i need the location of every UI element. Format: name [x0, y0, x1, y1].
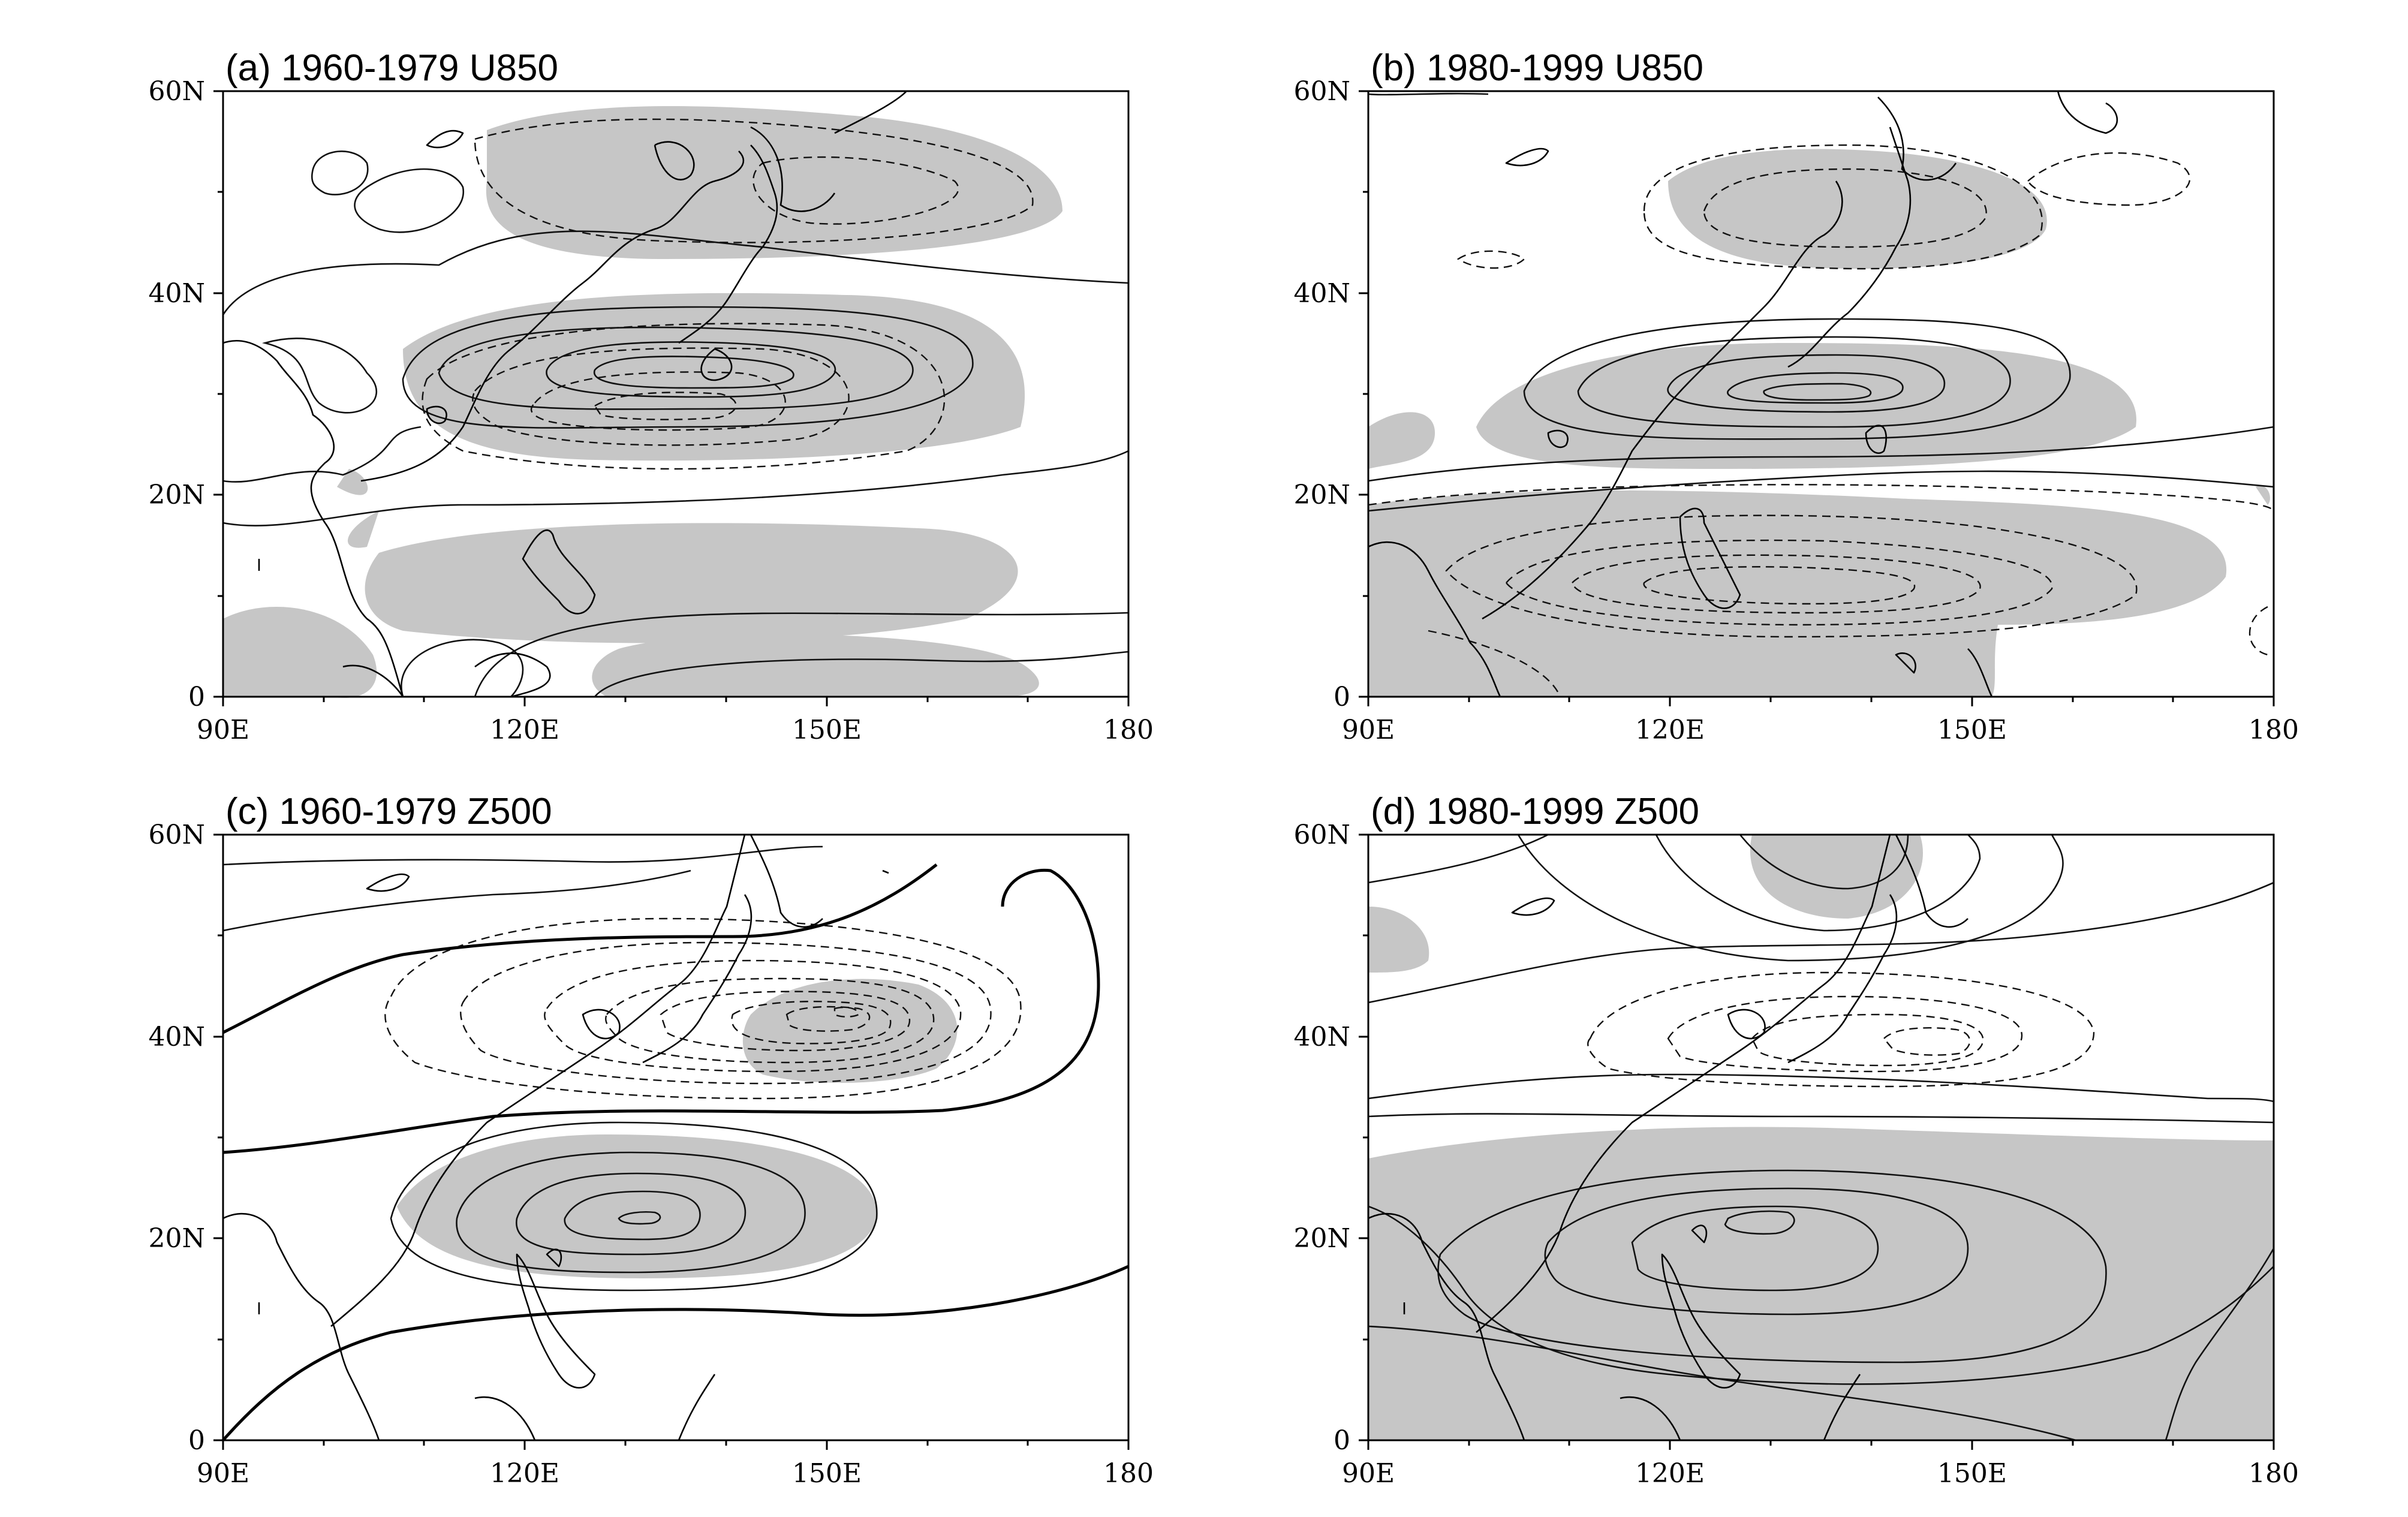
panel-c-axis-ticks — [213, 833, 1130, 1450]
panel-d-lon-label-120e: 120E — [1635, 1458, 1705, 1489]
panel-a-lat-label-40n: 40N — [149, 278, 206, 309]
panel-b-contours — [1368, 92, 2275, 697]
panel-a-lon-label-120e: 120E — [490, 715, 559, 745]
panel-a-shading — [223, 106, 1062, 698]
panel-a-lat-label-0: 0 — [188, 682, 205, 712]
panel-a-lon-label-90e: 90E — [197, 715, 249, 745]
panel-b-lat-label-0: 0 — [1334, 682, 1350, 712]
panel-d-coastlines — [1368, 834, 1968, 1441]
panel-d-lat-label-20n: 20N — [1294, 1223, 1351, 1254]
panel-c-lat-label-0: 0 — [188, 1425, 205, 1456]
panel-d-contours — [1368, 833, 2275, 1441]
panel-d-axis-ticks — [1359, 833, 2275, 1450]
panel-c-title: (c) 1960-1979 Z500 — [225, 791, 552, 832]
panel-b: (b) 1980-1999 U850 — [1294, 47, 2299, 745]
panel-d-lon-label-90e: 90E — [1342, 1458, 1395, 1489]
panel-c-lon-label-120e: 120E — [490, 1458, 559, 1489]
panel-d-lat-label-40n: 40N — [1294, 1022, 1351, 1052]
panel-c-lat-label-60n: 60N — [149, 820, 206, 850]
panel-d-title: (d) 1980-1999 Z500 — [1371, 791, 1699, 832]
panel-a-lon-label-150e: 150E — [792, 715, 862, 745]
panel-a-lon-label-180: 180 — [1103, 715, 1154, 745]
panel-d-lat-label-60n: 60N — [1294, 820, 1351, 850]
panel-b-lat-label-20n: 20N — [1294, 480, 1351, 510]
panel-c-shading — [397, 979, 958, 1278]
panel-b-lon-label-150e: 150E — [1937, 715, 2007, 745]
panel-d-lon-label-180: 180 — [2249, 1458, 2299, 1489]
panel-d-shading — [1368, 835, 2274, 1440]
panel-b-coastlines — [1368, 91, 2118, 697]
panel-a-axis-ticks — [213, 90, 1130, 706]
panel-d-lat-label-0: 0 — [1334, 1425, 1350, 1456]
panel-a-title: (a) 1960-1979 U850 — [225, 47, 558, 89]
panel-d-lon-label-150e: 150E — [1937, 1458, 2007, 1489]
panel-c: (c) 1960-1979 Z500 — [149, 791, 1154, 1489]
panel-a-lat-label-20n: 20N — [149, 480, 206, 510]
panel-b-lon-label-120e: 120E — [1635, 715, 1705, 745]
panel-c-lon-label-150e: 150E — [792, 1458, 862, 1489]
panel-d: (d) 1980-1999 Z500 — [1294, 791, 2299, 1489]
panel-c-lat-label-20n: 20N — [149, 1223, 206, 1254]
panel-c-lon-label-90e: 90E — [197, 1458, 249, 1489]
panel-b-lat-label-60n: 60N — [1294, 76, 1351, 107]
panel-b-lon-label-90e: 90E — [1342, 715, 1395, 745]
panel-c-lat-label-40n: 40N — [149, 1022, 206, 1052]
panel-b-lat-label-40n: 40N — [1294, 278, 1351, 309]
panel-c-contours — [222, 845, 1130, 1441]
panel-a-coastlines — [222, 91, 907, 698]
panel-b-lon-label-180: 180 — [2249, 715, 2299, 745]
panel-a: (a) 1960-1979 U850 — [149, 47, 1154, 745]
panel-a-contours — [222, 118, 1129, 697]
panel-a-lat-label-60n: 60N — [149, 76, 206, 107]
panel-b-title: (b) 1980-1999 U850 — [1371, 47, 1703, 89]
panel-b-axis-ticks — [1359, 90, 2275, 706]
panel-b-shading — [1368, 149, 2270, 697]
panel-c-lon-label-180: 180 — [1103, 1458, 1154, 1489]
panel-c-coastlines — [222, 834, 889, 1441]
